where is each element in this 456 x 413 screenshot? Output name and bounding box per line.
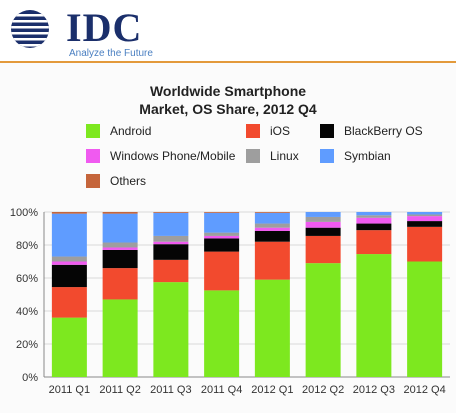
bar-windows xyxy=(305,221,341,228)
header: IDC Analyze the Future xyxy=(0,0,456,60)
bar-others xyxy=(153,212,189,213)
legend-label-blackberry: BlackBerry OS xyxy=(344,124,423,138)
bar-android xyxy=(204,290,240,377)
legend-item-ios: iOS xyxy=(246,123,290,139)
bar-android xyxy=(305,263,341,377)
legend-item-linux: Linux xyxy=(246,148,299,164)
y-tick-label: 60% xyxy=(16,273,38,285)
legend-item-symbian: Symbian xyxy=(320,148,391,164)
x-tick-label: 2012 Q4 xyxy=(404,384,446,396)
bar-ios xyxy=(51,287,87,318)
globe-icon xyxy=(11,10,49,48)
legend-item-android: Android xyxy=(86,123,151,139)
legend-label-ios: iOS xyxy=(270,124,291,138)
x-tick-label: 2012 Q1 xyxy=(251,384,293,396)
y-tick-label: 100% xyxy=(10,207,38,219)
y-tick-label: 0% xyxy=(22,372,38,384)
legend-swatch-blackberry xyxy=(320,124,334,138)
bar-ios xyxy=(305,235,341,264)
bar-blackberry xyxy=(51,264,87,288)
bar-android xyxy=(102,299,138,377)
chart-title-line-1: Worldwide Smartphone xyxy=(149,83,307,99)
x-tick-label: 2012 Q3 xyxy=(353,384,395,396)
chart-title: Worldwide Smartphone Market, OS Share, 2… xyxy=(0,82,456,118)
header-divider xyxy=(0,61,456,63)
stacked-bar-chart: 0% 20% 40% 60% 80% 100% 2011 Q1 2011 Q2 2011 Q3 2… xyxy=(10,207,450,396)
bar-linux xyxy=(254,223,290,228)
bar-symbian xyxy=(51,213,87,257)
bar-linux xyxy=(102,242,138,248)
bar-symbian xyxy=(153,212,189,236)
bar-blackberry xyxy=(102,249,138,269)
bar-others xyxy=(204,212,240,213)
legend-swatch-ios xyxy=(246,124,260,138)
bar-ios xyxy=(254,241,290,280)
bar-windows xyxy=(254,227,290,231)
bar-symbian xyxy=(254,212,290,224)
bar-linux xyxy=(51,256,87,262)
legend-swatch-symbian xyxy=(320,149,334,163)
bar-symbian xyxy=(204,212,240,233)
bar-windows xyxy=(407,216,443,222)
y-tick-label: 80% xyxy=(16,240,38,252)
bar-android xyxy=(407,261,443,377)
x-tick-label: 2011 Q3 xyxy=(150,384,191,396)
bar-symbian xyxy=(356,212,392,216)
bar-ios xyxy=(102,268,138,300)
x-tick-label: 2011 Q4 xyxy=(201,384,242,396)
y-tick-label: 40% xyxy=(16,306,38,318)
bar-ios xyxy=(153,259,189,283)
bar-blackberry xyxy=(254,230,290,242)
bar-android xyxy=(356,254,392,377)
legend-label-linux: Linux xyxy=(270,149,299,163)
bar-windows xyxy=(356,217,392,224)
idc-logo[interactable]: IDC Analyze the Future xyxy=(8,5,158,59)
y-tick-label: 20% xyxy=(16,339,38,351)
x-tick-label: 2012 Q2 xyxy=(302,384,344,396)
bar-linux xyxy=(204,232,240,236)
bar-blackberry xyxy=(305,227,341,236)
legend-item-windows: Windows Phone/Mobile xyxy=(86,148,235,164)
x-tick-label: 2011 Q2 xyxy=(99,384,140,396)
bar-android xyxy=(153,282,189,377)
bar-windows xyxy=(102,247,138,250)
bar-others xyxy=(51,212,87,214)
bar-ios xyxy=(204,251,240,291)
bar-linux xyxy=(356,215,392,218)
legend-swatch-windows xyxy=(86,149,100,163)
legend-label-symbian: Symbian xyxy=(344,149,391,163)
legend-label-windows: Windows Phone/Mobile xyxy=(110,149,236,163)
bar-symbian xyxy=(407,212,443,215)
bar-linux xyxy=(305,216,341,222)
legend-label-others: Others xyxy=(110,174,147,188)
bar-android xyxy=(51,317,87,377)
bar-windows xyxy=(51,261,87,265)
bar-linux xyxy=(407,214,443,217)
bar-android xyxy=(254,279,290,377)
legend-swatch-others xyxy=(86,174,100,188)
bar-others xyxy=(254,212,290,213)
bar-blackberry xyxy=(204,238,240,252)
legend-swatch-linux xyxy=(246,149,260,163)
bar-windows xyxy=(153,241,189,245)
bar-symbian xyxy=(305,212,341,217)
x-tick-label: 2011 Q1 xyxy=(49,384,90,396)
tagline: Analyze the Future xyxy=(69,48,153,59)
legend-label-android: Android xyxy=(110,124,152,138)
bar-blackberry xyxy=(407,221,443,227)
chart-title-line-2: Market, OS Share, 2012 Q4 xyxy=(139,101,317,117)
legend-swatch-android xyxy=(86,124,100,138)
legend-item-blackberry: BlackBerry OS xyxy=(320,123,423,139)
bar-others xyxy=(102,212,138,214)
bar-ios xyxy=(407,226,443,262)
bar-windows xyxy=(204,235,240,239)
bar-symbian xyxy=(102,213,138,243)
logo-text: IDC xyxy=(66,5,143,50)
bar-blackberry xyxy=(356,223,392,231)
bar-linux xyxy=(153,235,189,242)
bar-ios xyxy=(356,230,392,255)
legend-item-others: Others xyxy=(86,173,146,189)
bar-blackberry xyxy=(153,244,189,260)
